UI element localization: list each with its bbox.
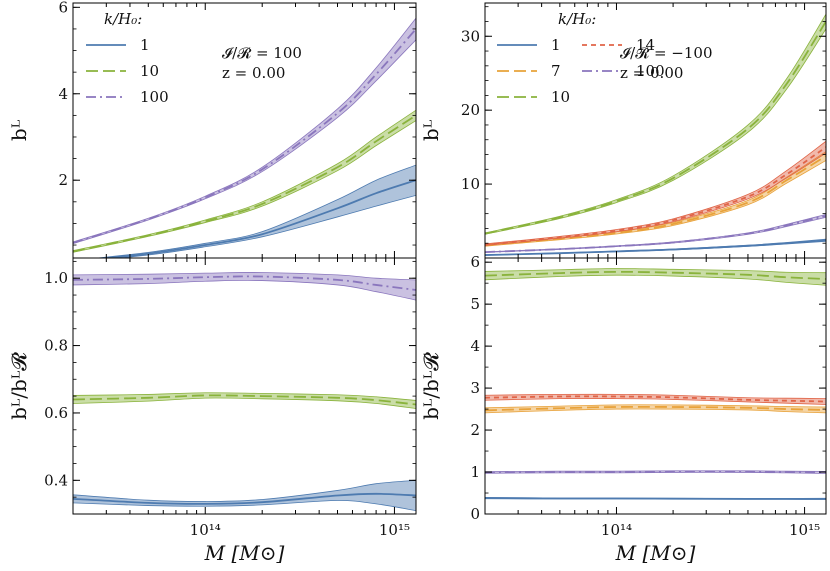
legend-label-k1: 1	[140, 36, 150, 54]
band-top-left-k1	[94, 164, 416, 258]
series-line-bottom-left-k1	[73, 492, 416, 505]
y-tick-label: 3	[470, 379, 480, 397]
band-bottom-left-k100	[73, 272, 416, 301]
axes-frame-bottom-right	[484, 257, 827, 515]
panel-top-left: 2 4 6 bᴸ k/H₀: 1 10 100 𝓘/𝓡 = 100 z = 0.00	[7, 0, 417, 259]
y-axis-label-top-left: bᴸ	[7, 119, 31, 141]
series-line-bottom-left-k100	[73, 275, 416, 291]
series-line-top-left-k100	[73, 28, 416, 244]
series-line-bottom-left-k10	[73, 394, 416, 406]
x-tick-label: 10¹⁵	[379, 521, 410, 539]
x-axis-label: M [M⊙]	[204, 541, 285, 565]
series-line-bottom-right-k7	[485, 405, 826, 412]
series-line-top-right-k10	[485, 20, 826, 235]
y-tick-label: 2	[470, 421, 480, 439]
x-axis-label: M [M⊙]	[615, 541, 696, 565]
y-tick-label: 20	[461, 101, 480, 119]
band-top-right-k100	[485, 213, 826, 253]
y-tick-label: 0.8	[44, 337, 68, 355]
axes-frame-bottom-left	[72, 257, 417, 515]
band-bottom-right-k7	[485, 404, 826, 414]
plot-area-bottom-right	[485, 268, 826, 500]
legend-label-k100: 100	[140, 88, 169, 106]
legend-top-right: k/H₀: 1 7 10 14 100	[497, 10, 665, 106]
y-tick-label: 0.4	[44, 471, 68, 489]
band-top-left-k10	[73, 109, 416, 253]
band-top-right-k7	[485, 151, 826, 247]
y-tick-label: 10	[461, 175, 480, 193]
x-tick-label: 10¹⁴	[601, 521, 632, 539]
series-line-top-right-k14	[485, 146, 826, 246]
series-line-bottom-right-k1	[485, 497, 826, 500]
legend-title: k/H₀:	[558, 10, 596, 28]
x-tick-label: 10¹⁵	[789, 521, 820, 539]
y-axis-label-top-right: bᴸ	[419, 119, 443, 141]
y-tick-label: 6	[470, 253, 480, 271]
legend-label-k100: 100	[636, 62, 665, 80]
y-axis-label-bottom-right: bᴸ/bᴸ𝓡	[419, 352, 443, 420]
plot-area-top-right	[485, 13, 826, 256]
legend-label-k1: 1	[551, 36, 561, 54]
annotation-top-right: 𝓘/𝓡 = −100	[620, 44, 713, 62]
y-tick-label: 2	[58, 171, 68, 189]
y-tick-label: 6	[58, 0, 68, 16]
panel-bottom-right: 10¹⁴ 10¹⁵ M [M⊙] 0 1 2 3 4 5 6 bᴸ/bᴸ𝓡	[419, 253, 827, 565]
series-line-bottom-right-k14	[485, 395, 826, 403]
legend-label-k7: 7	[551, 62, 561, 80]
x-tick-label: 10¹⁴	[190, 521, 221, 539]
y-axis-label-bottom-left: bᴸ/bᴸ𝓡	[7, 352, 31, 420]
y-tick-label: 1.0	[44, 269, 68, 287]
band-top-left-k100	[73, 17, 416, 245]
legend-title: k/H₀:	[104, 10, 142, 28]
y-tick-label: 5	[470, 295, 480, 313]
y-tick-label: 0	[470, 505, 480, 523]
y-tick-label: 4	[470, 337, 480, 355]
y-tick-label: 30	[461, 27, 480, 45]
annotation-top-left: 𝓘/𝓡 = 100	[222, 44, 302, 62]
plot-area-top-left	[73, 17, 416, 258]
plot-area-bottom-left	[73, 272, 416, 512]
y-tick-label: 4	[58, 85, 68, 103]
band-top-right-k10	[485, 13, 826, 235]
series-line-top-right-k1	[485, 239, 826, 256]
axes-frame-top-right	[484, 2, 827, 259]
legend-label-k14: 14	[636, 36, 655, 54]
band-bottom-right-k14	[485, 393, 826, 405]
series-line-top-right-k7	[485, 155, 826, 247]
band-top-right-k14	[485, 140, 826, 246]
annotation-top-left: z = 0.00	[222, 64, 285, 82]
y-tick-label: 0.6	[44, 404, 68, 422]
series-line-bottom-right-k100	[485, 470, 826, 474]
y-tick-label: 1	[470, 463, 480, 481]
legend-label-k10: 10	[140, 62, 159, 80]
series-line-top-left-k1	[99, 179, 416, 258]
series-line-top-right-k100	[485, 214, 826, 253]
panel-bottom-left: 10¹⁴ 10¹⁵ M [M⊙] 0.4 0.6 0.8 1.0 bᴸ/bᴸ𝓡	[7, 257, 417, 565]
legend-top-left: k/H₀: 1 10 100	[86, 10, 169, 106]
legend-label-k10: 10	[551, 88, 570, 106]
axes-frame-top-left	[72, 2, 417, 259]
band-bottom-left-k1	[73, 479, 416, 512]
annotation-top-right: z = 0.00	[620, 64, 683, 82]
series-line-top-left-k10	[73, 114, 416, 253]
series-line-bottom-right-k10	[485, 270, 826, 280]
